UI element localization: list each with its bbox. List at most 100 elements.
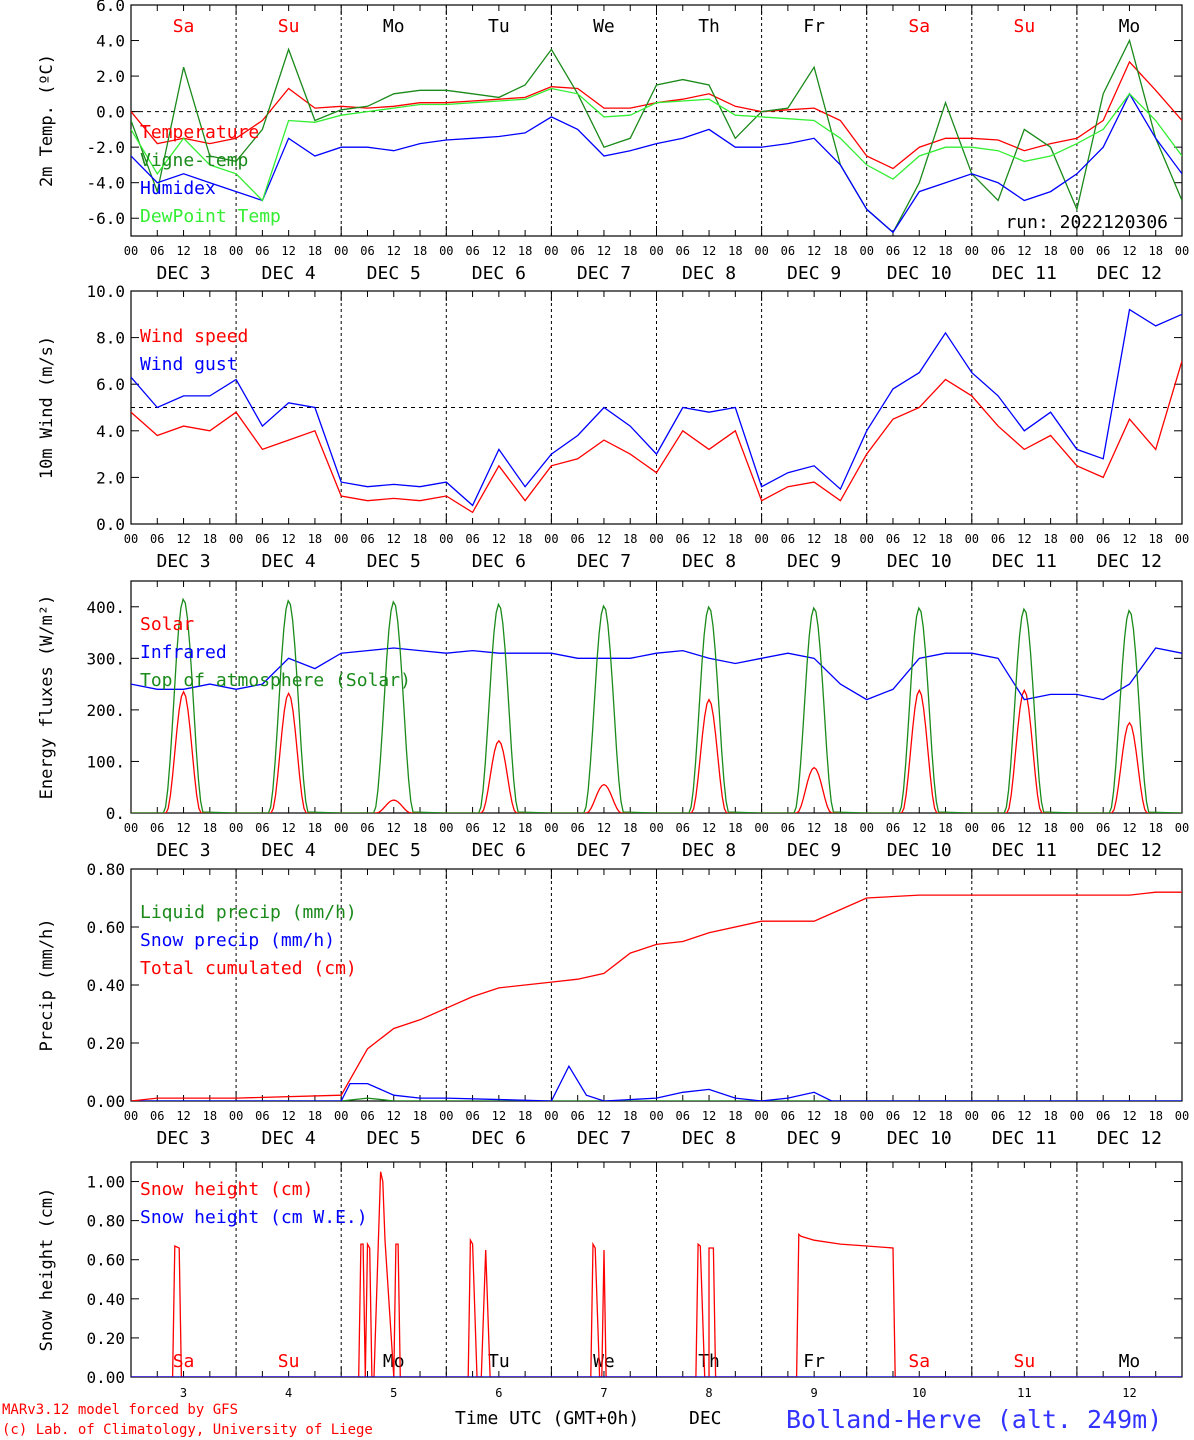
x-hour-label: 12	[1017, 532, 1031, 546]
x-hour-label: 06	[255, 244, 269, 258]
x-date-label: DEC 12	[1097, 840, 1162, 861]
panel-snow: 1.00 0.80 0.60 0.40 0.20 0.00 Snow height (cm)…	[37, 1161, 1183, 1400]
x-day-number: 6	[495, 1386, 502, 1400]
footer-model-line: MARv3.12 model forced by GFS	[2, 1402, 238, 1418]
legend-entry: Snow precip (mm/h)	[140, 930, 335, 951]
legend-entry: Humidex	[140, 178, 216, 199]
y-axis-title: Energy fluxes (W/m²)	[37, 595, 57, 800]
y-tick-label: -4.0	[86, 174, 125, 193]
x-date-label: DEC 9	[787, 263, 841, 284]
series-line-wind-speed	[131, 360, 1182, 514]
x-hour-label: 00	[965, 244, 979, 258]
x-hour-label: 00	[229, 532, 243, 546]
y-tick-label: -6.0	[86, 209, 125, 228]
x-day-number: 8	[705, 1386, 712, 1400]
x-hour-label: 06	[991, 1109, 1005, 1123]
x-hour-label: 18	[1043, 821, 1057, 835]
x-hour-label: 06	[676, 1109, 690, 1123]
x-hour-label: 00	[544, 532, 558, 546]
x-hour-label: 18	[308, 1109, 322, 1123]
x-hour-label: 18	[203, 532, 217, 546]
legend-entry: DewPoint Temp	[140, 206, 281, 227]
x-hour-label: 00	[124, 1109, 138, 1123]
y-tick-label: 0.80	[86, 860, 125, 879]
x-hour-label: 18	[623, 244, 637, 258]
x-hour-label: 12	[597, 244, 611, 258]
weekday-label: Fr	[803, 1351, 825, 1372]
x-hour-label: 18	[623, 821, 637, 835]
x-hour-label: 06	[781, 244, 795, 258]
weekday-label: Tu	[488, 1351, 510, 1372]
x-hour-label: 00	[124, 821, 138, 835]
x-hour-label: 06	[1096, 532, 1110, 546]
series-group	[131, 38, 1182, 234]
x-hour-label: 18	[938, 244, 952, 258]
x-hour-label: 00	[544, 1109, 558, 1123]
series-line-top-of-atmosphere-solar-	[131, 597, 1182, 813]
x-hour-label: 12	[807, 244, 821, 258]
y-tick-label: 100.	[86, 752, 125, 771]
x-hour-label: 00	[965, 532, 979, 546]
x-hour-label: 12	[492, 532, 506, 546]
x-date-label: DEC 4	[262, 840, 316, 861]
x-hour-label: 18	[1043, 1109, 1057, 1123]
x-hour-label: 12	[387, 532, 401, 546]
x-hour-label: 06	[570, 1109, 584, 1123]
weekday-label: Fr	[803, 16, 825, 37]
y-tick-label: 200.	[86, 701, 125, 720]
y-tick-label: 0.00	[86, 1368, 125, 1387]
x-hour-label: 12	[281, 244, 295, 258]
x-hour-label: 06	[360, 244, 374, 258]
x-hour-label: 12	[387, 1109, 401, 1123]
x-hour-label: 00	[754, 1109, 768, 1123]
station-name: Bolland-Herve (alt. 249m)	[786, 1405, 1162, 1434]
x-date-label: DEC 11	[992, 1128, 1057, 1149]
x-date-label: DEC 4	[262, 263, 316, 284]
legend-entry: Snow height (cm W.E.)	[140, 1207, 368, 1228]
x-hour-label: 18	[833, 244, 847, 258]
x-date-label: DEC 3	[156, 840, 210, 861]
legend-entry: Snow height (cm)	[140, 1179, 313, 1200]
x-date-label: DEC 6	[472, 840, 526, 861]
x-hour-label: 18	[1148, 532, 1162, 546]
x-date-label: DEC 10	[887, 551, 952, 572]
x-hour-label: 06	[360, 1109, 374, 1123]
x-date-label: DEC 11	[992, 263, 1057, 284]
x-hour-label: 18	[728, 244, 742, 258]
x-hour-label: 18	[413, 532, 427, 546]
chart-panels: 6.04.02.00.0-2.0-4.0-6.02m Temp. (ºC)00 0…	[37, 0, 1189, 1400]
y-tick-label: 0.00	[86, 1092, 125, 1111]
weekday-label: We	[593, 16, 615, 37]
series-group	[131, 891, 1182, 1101]
x-hour-label: 18	[1148, 1109, 1162, 1123]
x-hour-label: 06	[781, 1109, 795, 1123]
x-hour-label: 18	[203, 821, 217, 835]
x-hour-label: 18	[833, 821, 847, 835]
x-hour-label: 18	[203, 244, 217, 258]
weekday-label: Sa	[908, 16, 930, 37]
x-hour-label: 12	[597, 821, 611, 835]
x-date-label: DEC 4	[262, 551, 316, 572]
xaxis-month: DEC	[689, 1408, 722, 1429]
x-hour-label: 06	[886, 821, 900, 835]
x-hour-label: 00	[1175, 532, 1189, 546]
x-date-label: DEC 8	[682, 1128, 736, 1149]
x-hour-label: 12	[176, 821, 190, 835]
x-day-number: 4	[285, 1386, 292, 1400]
series-line-infrared	[131, 647, 1182, 701]
x-hour-label: 18	[938, 1109, 952, 1123]
weekday-label: Sa	[173, 1351, 195, 1372]
x-date-label: DEC 12	[1097, 263, 1162, 284]
x-hour-label: 12	[912, 821, 926, 835]
x-hour-label: 06	[781, 532, 795, 546]
x-hour-label: 06	[150, 821, 164, 835]
y-axis-title: Precip (mm/h)	[37, 918, 57, 1051]
x-hour-label: 12	[807, 532, 821, 546]
x-day-number: 12	[1122, 1386, 1136, 1400]
x-date-label: DEC 5	[367, 1128, 421, 1149]
x-hour-label: 18	[1043, 532, 1057, 546]
panel-temp: 6.0 4.0 2.0 0.0 -2.0 -4.0 -6.0 2m Temp. (ºC) 00 0…	[37, 0, 1189, 284]
legend-entry: Wind speed	[140, 326, 248, 347]
x-date-label: DEC 12	[1097, 551, 1162, 572]
weekday-label: Su	[1014, 1351, 1036, 1372]
